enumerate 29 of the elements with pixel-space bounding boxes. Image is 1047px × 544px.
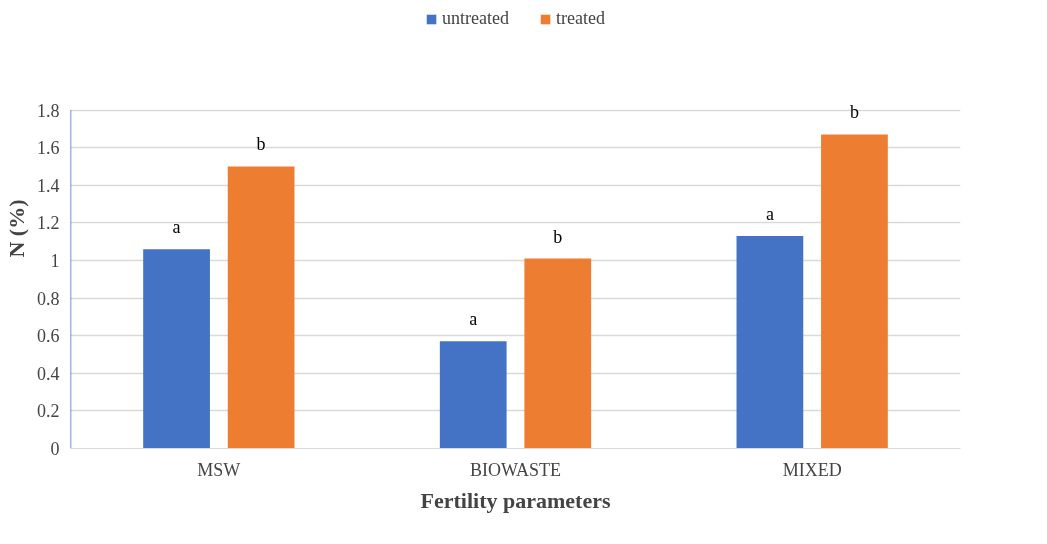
y-tick-label: 0	[50, 439, 60, 459]
bar	[736, 236, 804, 449]
y-tick-label: 0.4	[37, 363, 60, 384]
legend-label: treated	[556, 8, 605, 29]
bar	[227, 166, 295, 449]
data-label: a	[172, 217, 181, 238]
y-tick-label: 0.6	[37, 326, 60, 347]
y-axis-title: N (%)	[4, 199, 29, 258]
data-label: b	[849, 102, 859, 123]
data-label: a	[765, 204, 774, 225]
y-tick-label: 1.6	[37, 138, 60, 159]
y-tick-label: 1	[50, 250, 60, 271]
y-tick-label: 1.8	[37, 100, 60, 121]
x-tick-label: MSW	[197, 459, 241, 480]
y-tick-label: 1.2	[37, 213, 60, 234]
bar	[524, 258, 592, 449]
bar	[439, 341, 507, 449]
legend-label: untreated	[442, 8, 509, 29]
x-tick-label: MIXED	[782, 459, 842, 480]
y-tick-label: 0.2	[37, 401, 60, 422]
data-label: b	[256, 134, 266, 155]
data-label: a	[469, 309, 478, 330]
data-label: b	[553, 226, 563, 247]
y-tick-label: 0.8	[37, 288, 60, 309]
bar	[143, 249, 210, 449]
bar	[821, 134, 888, 449]
x-tick-label: BIOWASTE	[470, 459, 561, 480]
y-tick-label: 1.4	[37, 175, 60, 196]
x-axis-title: Fertility parameters	[420, 487, 611, 513]
